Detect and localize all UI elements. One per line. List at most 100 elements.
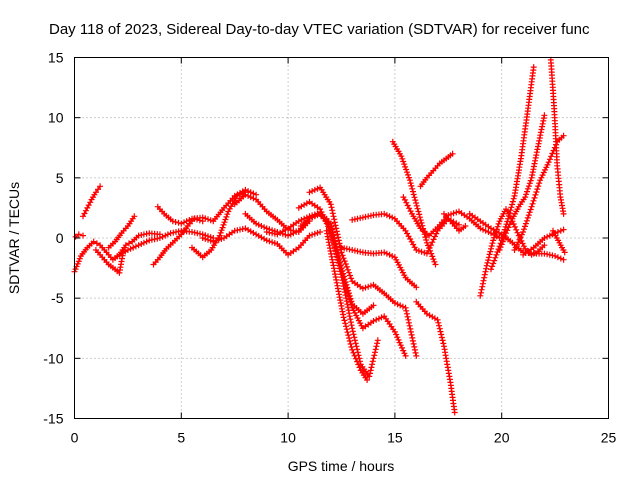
x-tick-label: 10: [280, 430, 296, 446]
data-point: [403, 307, 410, 314]
data-point: [552, 253, 559, 259]
data-point: [76, 255, 83, 262]
data-point: [529, 169, 536, 176]
x-tick-label: 25: [601, 430, 617, 446]
data-point: [346, 338, 353, 344]
data-point: [510, 195, 517, 202]
x-tick-label: 15: [387, 430, 403, 446]
data-point: [426, 245, 433, 252]
data-point: [341, 258, 348, 265]
data-point: [485, 257, 492, 264]
data-point: [524, 214, 531, 221]
data-point: [159, 233, 166, 240]
data-point: [425, 242, 431, 249]
data-point: [412, 349, 419, 356]
series-track-13: [263, 209, 377, 317]
data-point: [329, 210, 336, 217]
data-point: [156, 235, 163, 241]
data-point: [323, 215, 330, 222]
data-point: [486, 251, 493, 258]
data-point: [539, 123, 546, 130]
data-point: [341, 317, 348, 324]
data-point: [293, 229, 300, 235]
data-point: [394, 334, 401, 341]
data-point: [369, 358, 376, 365]
data-point: [509, 201, 516, 208]
grid: [74, 57, 609, 419]
y-tick-label: -10: [43, 350, 63, 366]
series-track-16: [306, 184, 420, 359]
data-point: [215, 236, 222, 243]
series-track-17: [323, 227, 371, 383]
data-point: [522, 223, 528, 230]
data-point: [90, 238, 97, 245]
data-point: [509, 198, 516, 205]
data-point: [220, 221, 227, 228]
data-point: [132, 243, 139, 250]
data-point: [437, 328, 444, 335]
data-point: [348, 302, 355, 308]
data-point: [372, 346, 379, 353]
data-point: [347, 316, 354, 323]
series-track-6: [114, 227, 217, 259]
data-point: [546, 232, 553, 239]
data-point: [487, 248, 494, 255]
data-point: [503, 230, 509, 237]
data-point: [409, 337, 416, 344]
data-point: [169, 218, 176, 225]
data-point: [492, 229, 499, 236]
data-point: [449, 150, 456, 157]
data-point: [410, 340, 417, 347]
data-point: [347, 272, 353, 279]
data-point: [416, 211, 423, 218]
data-point: [436, 325, 443, 332]
data-point: [378, 314, 385, 321]
data-series: [71, 56, 568, 416]
data-point: [399, 303, 406, 310]
data-point: [505, 224, 512, 231]
data-point: [332, 222, 339, 229]
series-track-4: [92, 247, 127, 276]
data-point: [349, 328, 356, 335]
data-point: [493, 226, 500, 233]
data-point: [529, 200, 536, 207]
data-point: [352, 355, 359, 362]
data-point: [328, 204, 335, 211]
data-point: [436, 322, 442, 329]
y-tick-label: 10: [48, 110, 64, 126]
x-axis-label: GPS time / hours: [288, 458, 395, 474]
data-point: [140, 239, 147, 246]
data-point: [266, 238, 273, 245]
data-point: [438, 331, 445, 338]
data-point: [411, 194, 418, 201]
data-point: [224, 211, 231, 218]
series-track-3: [80, 183, 104, 220]
data-point: [347, 299, 354, 306]
data-point: [355, 361, 362, 368]
data-point: [413, 202, 420, 209]
data-point: [178, 220, 185, 227]
data-point: [435, 319, 442, 326]
data-point: [122, 242, 129, 249]
data-point: [371, 352, 378, 359]
data-point: [432, 261, 439, 268]
data-point: [521, 226, 527, 233]
data-point: [541, 242, 548, 249]
data-point: [438, 334, 445, 341]
data-point: [366, 373, 373, 380]
data-point: [354, 358, 361, 365]
data-point: [389, 214, 396, 221]
data-point: [374, 337, 381, 344]
data-point: [531, 194, 538, 201]
data-point: [560, 226, 567, 233]
data-point: [429, 253, 436, 260]
data-point: [263, 237, 270, 244]
series-track-18: [338, 244, 420, 291]
data-point: [451, 409, 458, 416]
data-point: [334, 256, 341, 263]
data-point: [500, 235, 507, 242]
data-point: [453, 209, 460, 216]
data-point: [513, 226, 520, 233]
x-tick-label: 20: [494, 430, 510, 446]
data-point: [210, 238, 217, 245]
